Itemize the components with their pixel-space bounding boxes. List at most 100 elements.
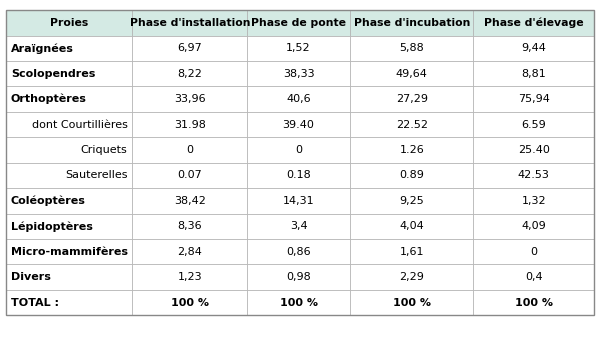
Bar (133, 188, 247, 214)
Text: 6.59: 6.59 (521, 120, 546, 129)
Text: 33,96: 33,96 (174, 94, 206, 104)
Text: 0: 0 (186, 145, 193, 155)
Bar (247, 264, 350, 290)
Text: 25.40: 25.40 (518, 145, 550, 155)
Text: 4,09: 4,09 (521, 221, 546, 231)
Text: 100 %: 100 % (280, 298, 317, 307)
Bar (247, 112, 350, 137)
Bar (350, 112, 473, 137)
Bar (6, 214, 133, 239)
Bar (247, 61, 350, 86)
Bar (350, 163, 473, 188)
Bar (473, 163, 594, 188)
Bar (6, 10, 133, 36)
Bar (350, 61, 473, 86)
Bar (133, 264, 247, 290)
Text: 1,23: 1,23 (178, 272, 202, 282)
Text: Coléoptères: Coléoptères (11, 196, 86, 206)
Text: 1,52: 1,52 (286, 43, 311, 53)
Text: 100 %: 100 % (393, 298, 431, 307)
Text: 0.18: 0.18 (286, 171, 311, 180)
Bar (247, 86, 350, 112)
Bar (133, 290, 247, 315)
Bar (473, 10, 594, 36)
Bar (247, 163, 350, 188)
Text: 75,94: 75,94 (518, 94, 550, 104)
Text: Araïgnées: Araïgnées (11, 43, 74, 54)
Text: 0: 0 (530, 247, 537, 257)
Bar (350, 10, 473, 36)
Bar (473, 137, 594, 163)
Text: 27,29: 27,29 (396, 94, 428, 104)
Text: 49,64: 49,64 (396, 69, 428, 79)
Text: Phase d'installation: Phase d'installation (130, 18, 250, 28)
Bar (247, 214, 350, 239)
Bar (247, 239, 350, 264)
Text: 0,86: 0,86 (286, 247, 311, 257)
Text: 0.89: 0.89 (399, 171, 424, 180)
Text: 0.07: 0.07 (178, 171, 202, 180)
Text: 22.52: 22.52 (396, 120, 428, 129)
Bar (6, 239, 133, 264)
Bar (6, 290, 133, 315)
Text: 1,32: 1,32 (521, 196, 546, 206)
Bar (133, 10, 247, 36)
Text: 9,25: 9,25 (400, 196, 424, 206)
Bar (6, 112, 133, 137)
Text: Divers: Divers (11, 272, 50, 282)
Bar (6, 264, 133, 290)
Bar (6, 163, 133, 188)
Bar (247, 10, 350, 36)
Bar (473, 112, 594, 137)
Text: Phase d'incubation: Phase d'incubation (353, 18, 470, 28)
Text: Micro-mammifères: Micro-mammifères (11, 247, 128, 257)
Text: 6,97: 6,97 (178, 43, 202, 53)
Bar (473, 36, 594, 61)
Text: Phase de ponte: Phase de ponte (251, 18, 346, 28)
Text: Criquets: Criquets (81, 145, 128, 155)
Bar (350, 239, 473, 264)
Bar (473, 188, 594, 214)
Text: 4,04: 4,04 (400, 221, 424, 231)
Text: 14,31: 14,31 (283, 196, 314, 206)
Bar (350, 290, 473, 315)
Bar (473, 239, 594, 264)
Text: 100 %: 100 % (515, 298, 553, 307)
Text: 1,61: 1,61 (400, 247, 424, 257)
Bar (473, 264, 594, 290)
Bar (247, 188, 350, 214)
Text: 2,84: 2,84 (178, 247, 202, 257)
Text: Lépidoptères: Lépidoptères (11, 221, 92, 232)
Text: 1.26: 1.26 (400, 145, 424, 155)
Bar (473, 61, 594, 86)
Text: Orthoptères: Orthoptères (11, 94, 86, 104)
Text: 0,98: 0,98 (286, 272, 311, 282)
Bar (473, 290, 594, 315)
Text: 8,22: 8,22 (178, 69, 202, 79)
Bar (133, 36, 247, 61)
Text: Scolopendres: Scolopendres (11, 69, 95, 79)
Bar (247, 36, 350, 61)
Text: 31.98: 31.98 (174, 120, 206, 129)
Text: 8,36: 8,36 (178, 221, 202, 231)
Text: 0: 0 (295, 145, 302, 155)
Text: 40,6: 40,6 (286, 94, 311, 104)
Bar (133, 112, 247, 137)
Bar (247, 290, 350, 315)
Text: 8,81: 8,81 (521, 69, 546, 79)
Text: 0,4: 0,4 (525, 272, 542, 282)
Text: 100 %: 100 % (171, 298, 209, 307)
Text: 39.40: 39.40 (283, 120, 314, 129)
Bar (473, 86, 594, 112)
Text: 3,4: 3,4 (290, 221, 307, 231)
Text: 42.53: 42.53 (518, 171, 550, 180)
Bar (6, 36, 133, 61)
Text: Phase d'élevage: Phase d'élevage (484, 18, 584, 28)
Text: Sauterelles: Sauterelles (65, 171, 128, 180)
Text: TOTAL :: TOTAL : (11, 298, 59, 307)
Text: 38,33: 38,33 (283, 69, 314, 79)
Bar (350, 36, 473, 61)
Bar (6, 61, 133, 86)
Bar (350, 264, 473, 290)
Text: Proies: Proies (50, 18, 88, 28)
